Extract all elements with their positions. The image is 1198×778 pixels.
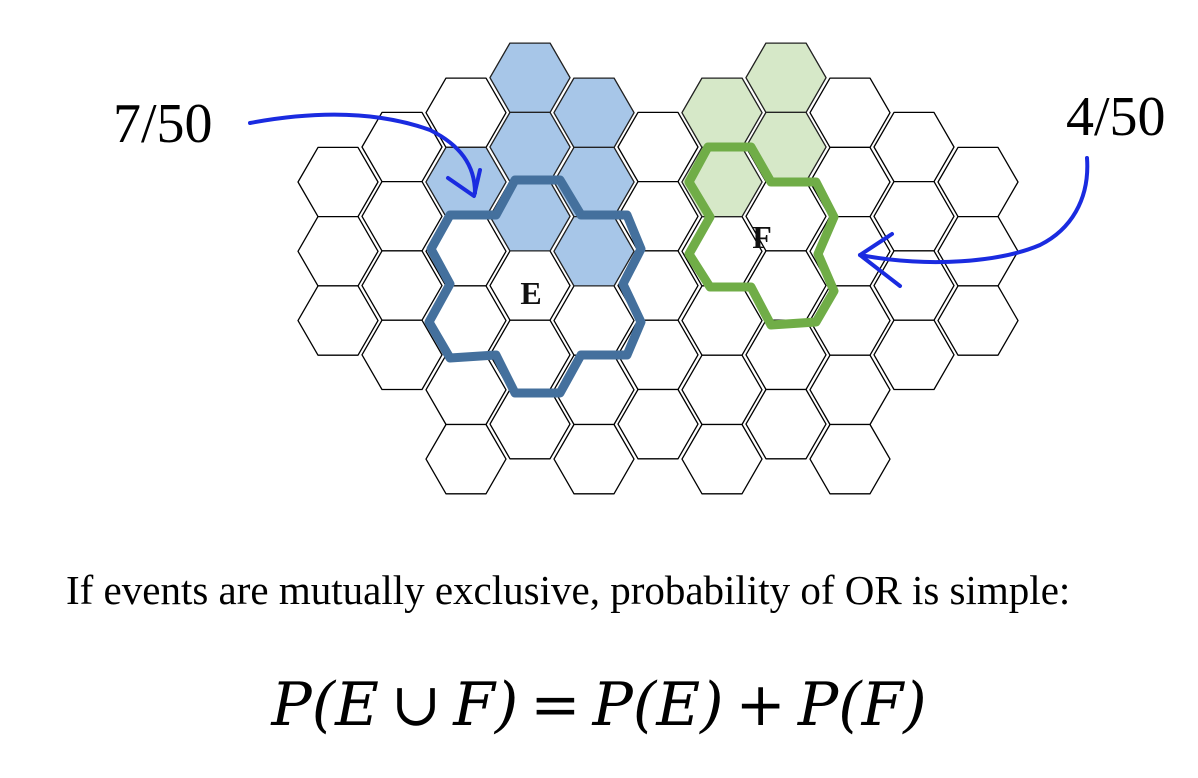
hex-cell: [681, 285, 763, 356]
hex-cell: [489, 388, 571, 460]
hex-cell: [937, 285, 1019, 356]
hex-grid: [297, 42, 1019, 495]
event-e-cell: [489, 111, 571, 183]
formula: P(E ∪ F) = P(E) + P(F): [0, 670, 1198, 740]
hex-cell: [297, 215, 379, 287]
event-e-cell: [553, 77, 635, 148]
formula-e: E: [335, 670, 379, 740]
hex-cell: [873, 111, 955, 183]
formula-lhs-prefix: P(: [271, 670, 336, 740]
event-f-region: [681, 42, 839, 330]
hex-cell: [873, 319, 955, 391]
right-arrow-head-icon: [858, 232, 902, 288]
caption-text: If events are mutually exclusive, probab…: [66, 567, 1071, 613]
event-f-cell: [745, 42, 827, 114]
hex-cell: [937, 146, 1019, 218]
hex-cell: [873, 180, 955, 252]
formula-f: F: [453, 670, 495, 740]
event-f-outline: [684, 142, 839, 330]
hex-cell: [425, 215, 507, 287]
formula-lhs-suffix: ): [494, 670, 519, 740]
hex-cell: [425, 354, 507, 426]
event-e-cell: [489, 42, 571, 114]
event-f-cell: [745, 111, 827, 183]
event-e-label: E: [520, 275, 541, 311]
right-fraction-label: 4/50: [1066, 86, 1166, 148]
hex-cell: [297, 146, 379, 218]
event-e-region: [424, 42, 646, 398]
hex-cell: [361, 319, 443, 391]
event-f-label: F: [752, 219, 772, 255]
hex-cell: [745, 319, 827, 391]
hex-cell: [809, 354, 891, 426]
formula-pf: P(F): [797, 670, 927, 740]
event-e-outline: [424, 175, 646, 398]
hex-cell: [361, 250, 443, 321]
hex-cell: [425, 423, 507, 495]
hex-cell: [425, 77, 507, 149]
hex-cell: [617, 111, 699, 183]
formula-union-icon: ∪: [390, 670, 442, 740]
hex-cell: [297, 285, 379, 356]
event-f-cell: [681, 77, 763, 148]
left-arrow: [248, 112, 477, 195]
hex-cell: [937, 215, 1019, 287]
hex-cell: [681, 354, 763, 426]
formula-equals: =: [530, 670, 581, 740]
hex-cell: [553, 285, 635, 356]
hex-cell: [809, 423, 891, 495]
hex-cell: [617, 388, 699, 460]
left-fraction-label: 7/50: [113, 93, 213, 155]
right-arrow: [858, 156, 1090, 265]
hex-cell: [361, 180, 443, 252]
hex-cell: [809, 77, 891, 149]
event-e-cell: [489, 181, 571, 252]
diagram-canvas: E F 7/50 4/50: [113, 42, 1166, 495]
hex-cell: [809, 146, 891, 218]
hex-cell: [489, 319, 571, 391]
formula-plus: +: [735, 670, 786, 740]
hex-cell: [681, 423, 763, 495]
left-arrow-head-icon: [446, 168, 482, 198]
formula-pe: P(E): [592, 670, 724, 740]
hex-cell: [745, 388, 827, 460]
event-e-cell: [553, 216, 635, 287]
hex-cell: [553, 423, 635, 495]
